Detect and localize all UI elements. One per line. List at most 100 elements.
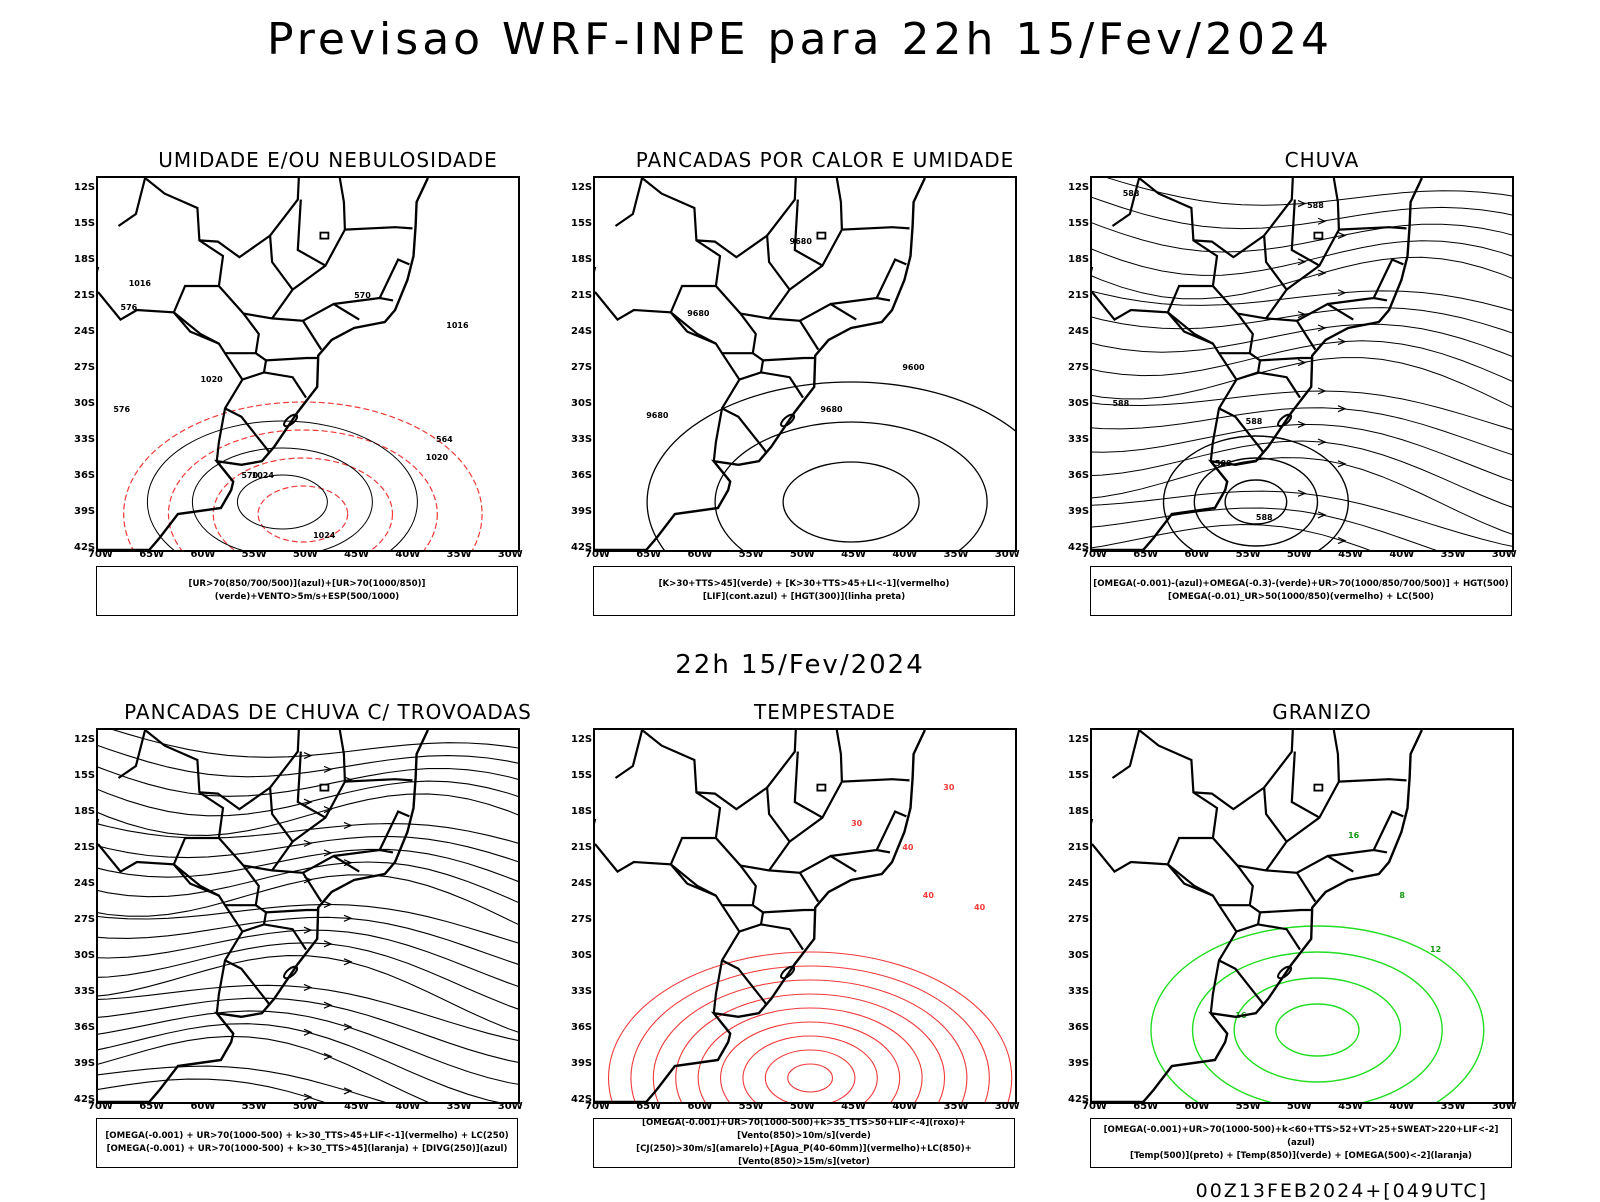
state-border [1218, 407, 1265, 454]
state-border [172, 837, 260, 907]
legend-line: [K>30+TTS>45](verde) + [K>30+TTS>45+LI<-… [658, 579, 950, 589]
contour-label: 30 [851, 819, 863, 828]
isoline [146, 420, 418, 550]
contour-label: 1016 [446, 321, 469, 330]
lat-label: 36S [571, 470, 593, 481]
lon-label: 65W [1133, 1101, 1159, 1112]
lat-label: 24S [1068, 326, 1090, 337]
lat-label: 24S [571, 878, 593, 889]
streamline [98, 916, 518, 965]
state-border [117, 178, 147, 227]
contour-label: 40 [974, 903, 986, 912]
state-border [199, 234, 271, 259]
lat-label: 36S [1068, 470, 1090, 481]
streamline [98, 1010, 518, 1085]
lat-label: 27S [74, 362, 96, 373]
lat-label: 36S [74, 470, 96, 481]
flow-arrow [343, 958, 353, 966]
lat-label: 27S [1068, 914, 1090, 925]
streamline [98, 984, 518, 1042]
panel-title: PANCADAS POR CALOR E UMIDADE [635, 148, 1015, 172]
lat-label: 24S [74, 326, 96, 337]
streamline [1092, 357, 1512, 408]
state-border [1111, 730, 1141, 779]
flow-arrow [343, 914, 353, 922]
lat-label: 15S [74, 770, 96, 781]
lat-label: 30S [571, 950, 593, 961]
streamline-group [1092, 178, 1512, 550]
lon-label: 65W [636, 1101, 662, 1112]
state-border [614, 178, 644, 227]
state-border [1237, 178, 1294, 320]
lat-label: 39S [74, 1058, 96, 1069]
isoline [764, 1049, 856, 1102]
panel-title: TEMPESTADE [754, 700, 896, 724]
lon-label: 40W [892, 549, 918, 560]
contour-label: 588 [1246, 417, 1263, 426]
streamline [1092, 490, 1512, 547]
df-border [1313, 783, 1324, 792]
contour-label: 576 [113, 405, 130, 414]
lon-label: 55W [738, 1101, 764, 1112]
lon-label: 50W [292, 1101, 318, 1112]
lon-label: 50W [789, 549, 815, 560]
panel-umidade: UMIDADE E/OU NEBULOSIDADE 1016 1020 1024 101… [74, 148, 578, 648]
state-border [1266, 869, 1317, 903]
lat-label: 30S [74, 398, 96, 409]
lat-label: 21S [74, 842, 96, 853]
flow-arrow [1337, 460, 1347, 468]
flow-arrow [1317, 217, 1327, 225]
legend-line: [OMEGA(-0.001) + UR>70(1000-500) + k>30_… [106, 1144, 508, 1154]
flow-arrow [343, 1023, 353, 1031]
lon-label: 40W [1389, 549, 1415, 560]
lat-label: 36S [74, 1022, 96, 1033]
legend-line: [Temp(500)](preto) + [Temp(850)](verde) … [1130, 1150, 1472, 1161]
state-border [841, 226, 910, 231]
state-border [721, 959, 768, 1006]
streamline [1092, 407, 1512, 456]
panel-title: CHUVA [1284, 148, 1360, 172]
state-border [793, 751, 823, 819]
legend-line: [LIF](cont.azul) + [HGT(300)](linha pret… [702, 592, 906, 602]
lat-label: 24S [74, 878, 96, 889]
lat-label: 21S [571, 842, 593, 853]
streamline [1092, 196, 1512, 230]
flow-arrow [1317, 387, 1327, 395]
flow-arrow [323, 1001, 333, 1009]
streamline [98, 874, 518, 925]
state-border [769, 869, 820, 903]
lon-label: 30W [497, 1101, 523, 1112]
lon-label: 35W [446, 1101, 472, 1112]
state-border [224, 407, 271, 454]
state-border [98, 730, 225, 874]
contour-label: 9680 [646, 411, 669, 420]
isoline [257, 485, 349, 543]
lon-label: 60W [687, 1101, 713, 1112]
flow-arrow [323, 806, 333, 814]
contour-label: 40 [923, 891, 935, 900]
streamline [112, 730, 518, 758]
panel-legend: [UR>70(850/700/500)](azul)+[UR>70(1000/8… [96, 566, 518, 616]
state-border [296, 199, 326, 267]
state-border [1296, 302, 1354, 322]
flow-arrow [1297, 489, 1307, 497]
flow-arrow [323, 849, 333, 857]
df-border [319, 783, 330, 792]
lon-label: 60W [190, 1101, 216, 1112]
state-border [696, 234, 768, 259]
isoline [236, 474, 328, 530]
lon-label: 55W [738, 549, 764, 560]
state-border [296, 751, 326, 819]
lat-label: 39S [571, 1058, 593, 1069]
state-border [793, 199, 823, 267]
lagoon [780, 965, 796, 980]
contour-label: 1024 [252, 471, 275, 480]
contour-label: 1016 [129, 279, 152, 288]
isoline [1193, 457, 1319, 547]
flow-arrow [1317, 511, 1327, 519]
lon-label: 50W [1286, 549, 1312, 560]
isoline [212, 457, 394, 550]
flow-arrow [323, 1052, 333, 1060]
isoline [630, 965, 990, 1102]
streamline [1092, 440, 1512, 508]
